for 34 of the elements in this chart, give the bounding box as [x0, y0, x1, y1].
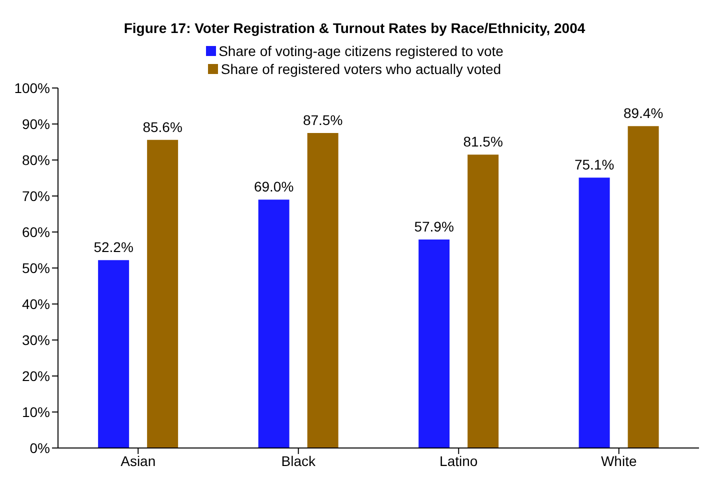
y-tick-label: 100%	[14, 80, 50, 96]
y-tick-label: 90%	[22, 116, 50, 132]
y-tick-label: 50%	[22, 260, 50, 276]
y-tick-label: 10%	[22, 404, 50, 420]
data-label: 87.5%	[302, 112, 343, 128]
y-tick-label: 60%	[22, 224, 50, 240]
y-tick-label: 30%	[22, 332, 50, 348]
bar	[418, 240, 450, 448]
data-label: 81.5%	[463, 134, 503, 150]
data-label: 52.2%	[94, 239, 134, 256]
data-label: 75.1%	[574, 156, 614, 173]
x-tick-label: Black	[281, 452, 316, 469]
data-label: 57.9%	[414, 218, 454, 235]
y-tick-label: 80%	[22, 152, 50, 168]
y-tick-label: 20%	[22, 368, 50, 384]
bar	[468, 154, 499, 448]
legend-label: Share of registered voters who actually voted	[220, 60, 502, 78]
data-label: 85.6%	[142, 118, 182, 135]
bar	[307, 133, 338, 448]
y-tick-label: 40%	[22, 296, 50, 312]
bar	[578, 178, 610, 448]
y-tick-label: 0%	[30, 440, 50, 456]
x-tick-label: Latino	[440, 452, 478, 469]
x-tick-label: Asian	[120, 452, 156, 469]
bar	[258, 200, 290, 448]
data-label: 89.4%	[623, 105, 664, 122]
legend-label: Share of voting-age citizens registered to vote	[218, 42, 504, 60]
chart-title: Figure 17: Voter Registration & Turnout Rates by Race/Ethnicity, 2004	[122, 20, 586, 36]
bar	[147, 140, 178, 448]
data-label: 69.0%	[254, 178, 294, 195]
bar	[628, 126, 659, 448]
bar	[98, 260, 130, 448]
y-tick-label: 70%	[22, 188, 50, 204]
x-tick-label: White	[600, 452, 637, 469]
